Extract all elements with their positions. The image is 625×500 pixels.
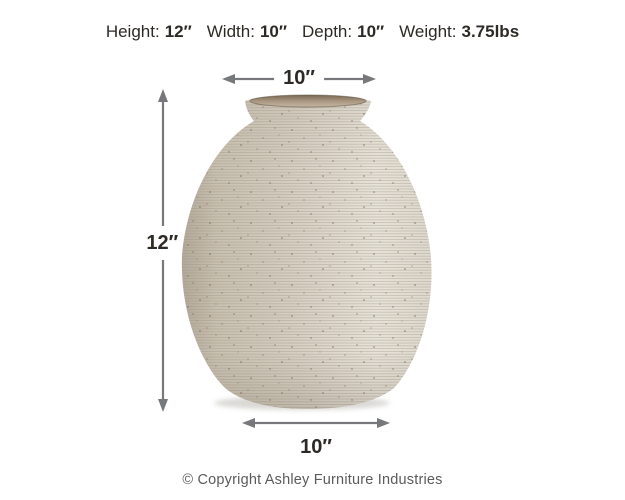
width-dimension-top: 10″ (221, 66, 377, 91)
top-width-label: 10″ (274, 66, 324, 91)
arrow-left-head-icon (242, 418, 255, 428)
vase-opening (249, 94, 367, 108)
arrow-left-head-icon (222, 74, 235, 84)
spec-weight-label: Weight: (399, 22, 457, 41)
spec-weight: Weight: 3.75lbs (399, 22, 519, 42)
spec-height-value: 12″ (164, 22, 192, 41)
height-label: 12″ (145, 226, 180, 260)
spec-height: Height: 12″ (106, 22, 192, 42)
width-dimension-bottom: 10″ (241, 414, 391, 458)
arrow-up-head-icon (158, 89, 168, 102)
spec-weight-value: 3.75lbs (461, 22, 520, 41)
spec-depth-value: 10″ (357, 22, 385, 41)
vase-body (181, 95, 432, 409)
bottom-width-label: 10″ (300, 436, 332, 458)
arrow-right-head-icon (363, 74, 376, 84)
spec-depth-label: Depth: (302, 22, 353, 41)
arrow-down-head-icon (158, 399, 168, 412)
spec-width-value: 10″ (259, 22, 288, 41)
horizontal-arrow-icon (242, 418, 390, 428)
height-dimension: 12″ (145, 88, 180, 413)
arrow-right-head-icon (377, 418, 390, 428)
spec-width-label: Width: (206, 22, 255, 41)
spec-depth: Depth: 10″ (302, 22, 384, 42)
spec-height-label: Height: (105, 22, 160, 41)
spec-header: Height: 12″ Width: 10″ Depth: 10″ Weight: 3.… (0, 22, 625, 42)
spec-width: Width: 10″ (207, 22, 287, 42)
copyright-notice: © Copyright Ashley Furniture Industries (182, 472, 443, 488)
